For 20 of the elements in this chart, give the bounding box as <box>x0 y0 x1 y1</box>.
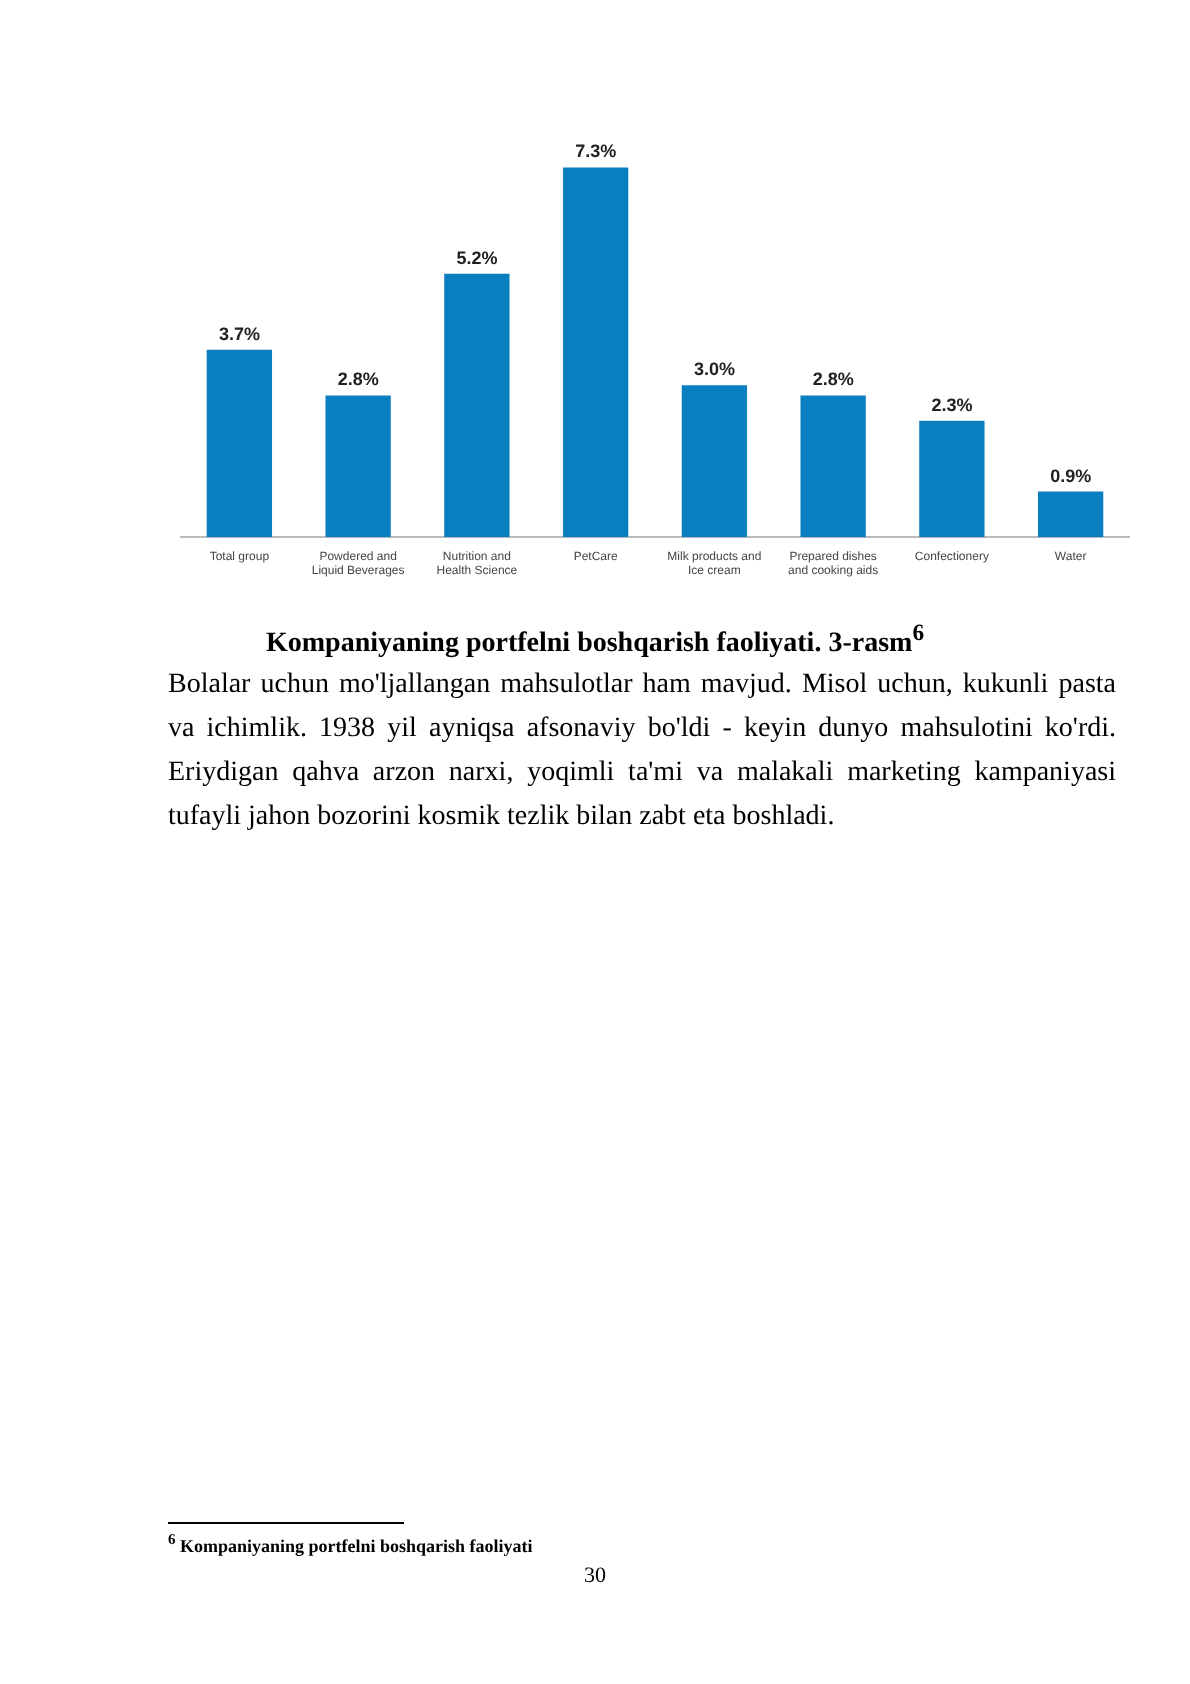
bar <box>444 273 510 538</box>
text: Bolalar uchun mo'ljallangan mahsulotlar ham mavjud. Misol uchun, kukunli pasta va ichimlik. 1938 yil ayniqsa afsonaviy bo'ldi - keyin dunyo mahsulotini ko'rdi. Eriydigan qahva arzon narxi, yoqimli ta'mi va malakali marketing kampaniyasi tufayli jahon bozorini kosmik tezlik bilan zabt eta boshladi. <box>168 668 1116 836</box>
data-label: 2.8% <box>812 369 854 390</box>
data-label: 3.7% <box>218 323 260 344</box>
bar <box>325 395 391 538</box>
text: Kompaniyaning portfelni boshqarish faoliyati. 3-rasm$^{6}$ <box>263 620 927 662</box>
data-label: 3.0% <box>693 359 735 380</box>
data-label: 0.9% <box>1050 465 1092 486</box>
bar <box>919 420 985 538</box>
bar <box>681 385 748 538</box>
bar <box>1037 491 1104 538</box>
text: 30 <box>582 1564 608 1588</box>
data-label: 7.3% <box>575 141 617 162</box>
data-label: 5.2% <box>456 247 498 268</box>
bar <box>562 167 629 538</box>
bar <box>800 395 866 538</box>
data-label: 2.8% <box>337 369 379 390</box>
text: $^{6}$ Kompaniyaning portfelni boshqarish faoliyati <box>168 1530 533 1556</box>
data-label: 2.3% <box>931 394 973 415</box>
bar <box>206 349 273 538</box>
